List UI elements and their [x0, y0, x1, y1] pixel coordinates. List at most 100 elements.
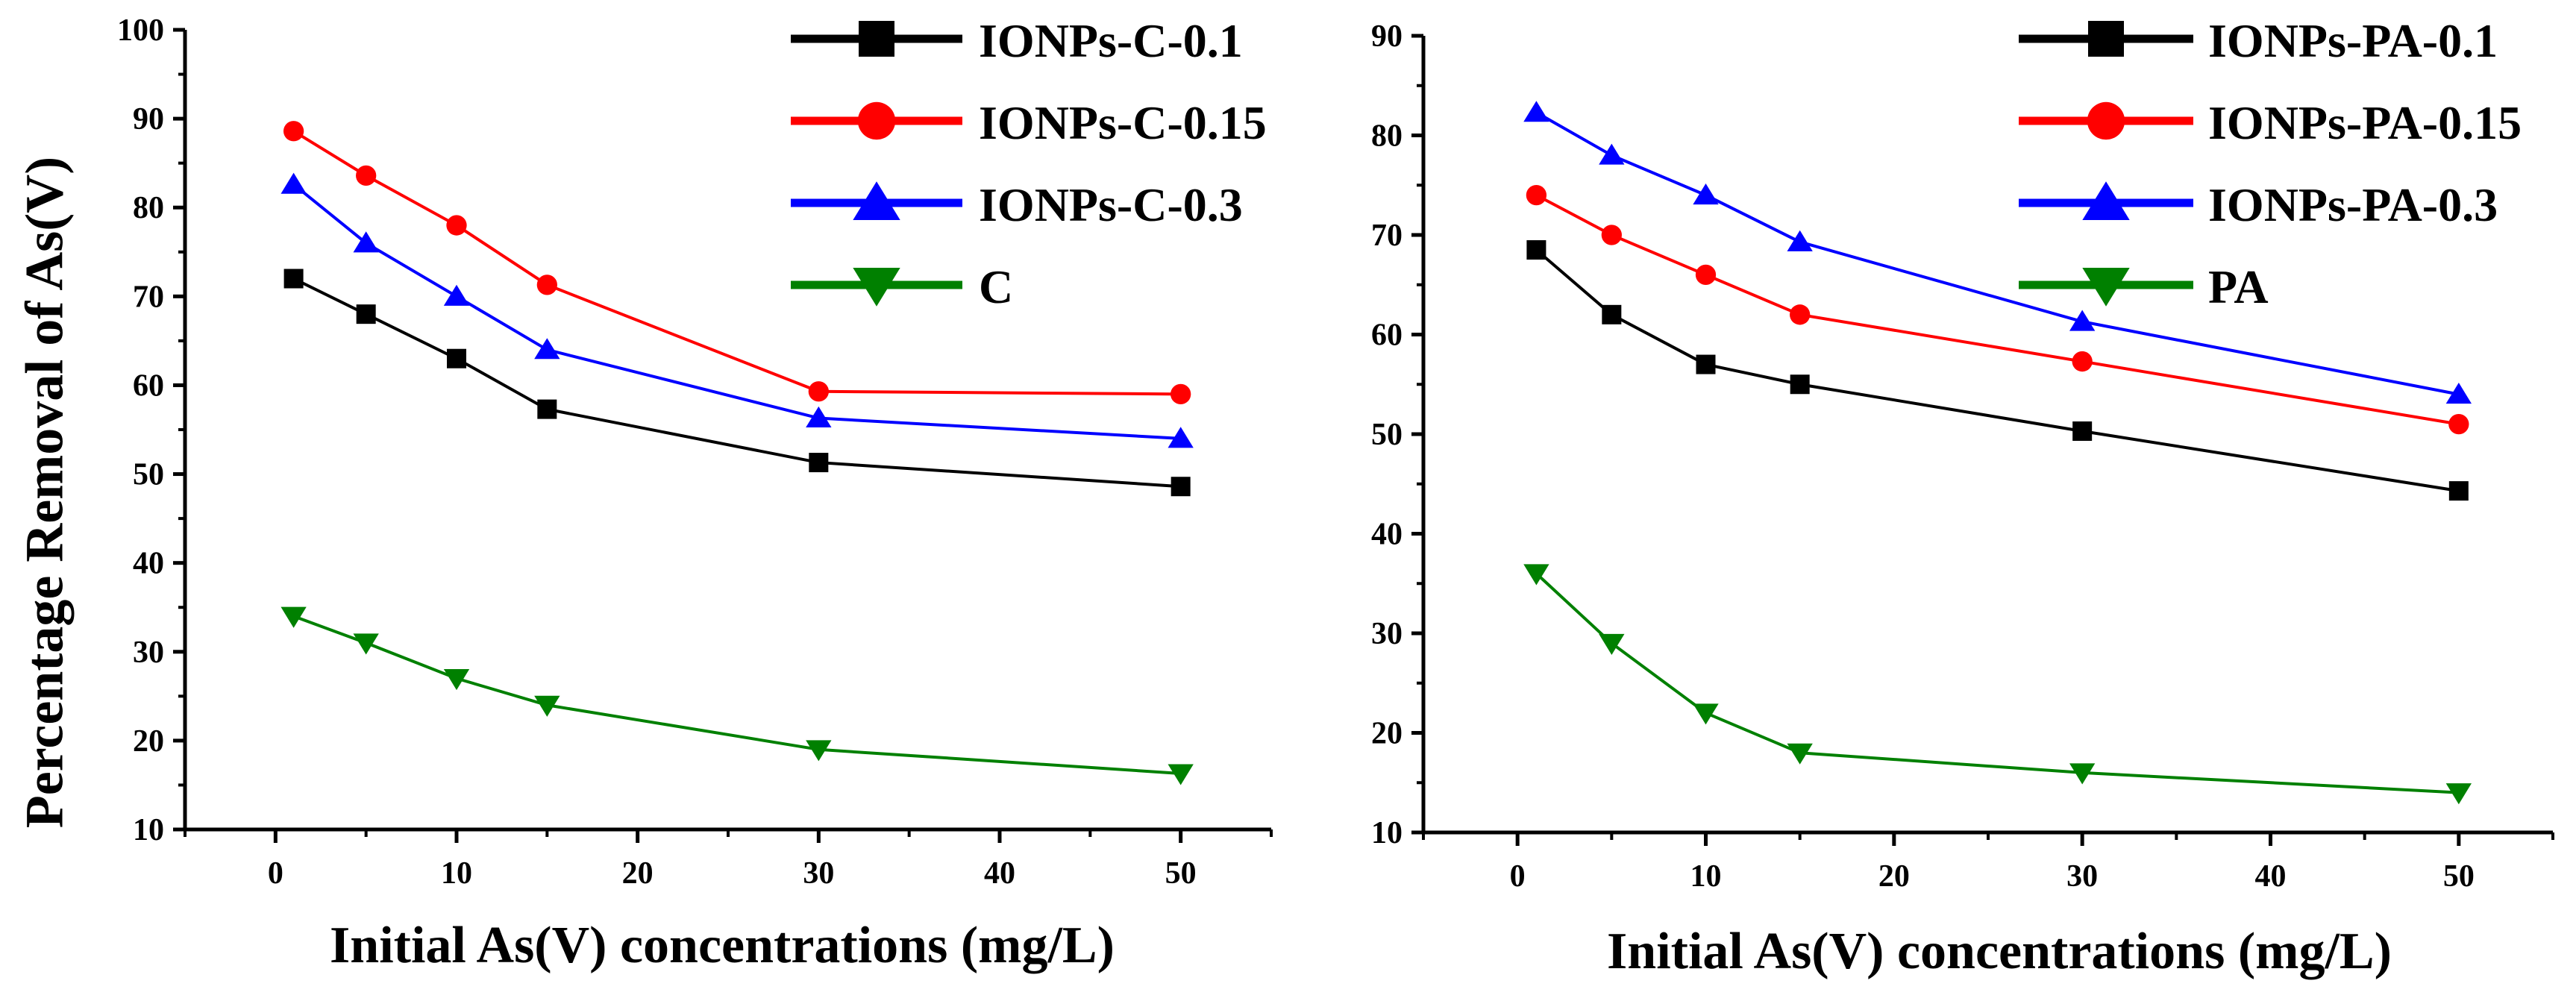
chart2-x-tick-label: 40	[2255, 859, 2287, 894]
chart1-point-IONPs-C-0.1	[283, 269, 304, 289]
chart2-y-tick-label: 50	[1371, 418, 1403, 452]
chart2-point-IONPs-PA-0.1	[1526, 240, 1546, 260]
chart1-point-IONPs-C-0.3	[281, 172, 307, 194]
chart2-y-tick-label: 10	[1371, 816, 1403, 850]
chart2-legend-marker-IONPs-PA-0.15	[2087, 101, 2125, 140]
chart2-legend-label: IONPs-PA-0.15	[2208, 96, 2522, 149]
chart1-point-IONPs-C-0.15	[446, 215, 467, 236]
chart2-point-IONPs-PA-0.15	[1695, 264, 1717, 286]
chart2-point-IONPs-PA-0.1	[2072, 421, 2093, 441]
chart2-series-line-IONPs-PA-0.3	[1535, 111, 2460, 396]
chart1-point-IONPs-C-0.1	[1171, 477, 1191, 497]
chart1-point-IONPs-C-0.15	[536, 275, 557, 295]
chart1-y-tick-label: 60	[133, 368, 164, 403]
chart2-point-IONPs-PA-0.3	[1523, 101, 1549, 122]
chart2-point-PA	[1523, 564, 1549, 586]
chart2-point-IONPs-PA-0.15	[1526, 184, 1547, 206]
chart1-x-tick-label: 40	[984, 856, 1015, 891]
chart2-point-IONPs-PA-0.3	[1599, 143, 1625, 165]
chart1-point-IONPs-C-0.1	[537, 399, 557, 419]
chart2-point-IONPs-PA-0.3	[2069, 310, 2096, 331]
chart2-point-IONPs-PA-0.1	[1790, 374, 1810, 395]
chart1-y-tick-label: 40	[133, 547, 164, 581]
chart2-y-tick-label: 90	[1371, 19, 1403, 54]
chart1-point-C	[353, 633, 379, 655]
chart1-legend-marker-C	[853, 267, 900, 307]
chart1-y-tick-label: 50	[133, 458, 164, 492]
chart1-point-IONPs-C-0.3	[353, 231, 379, 253]
chart1-legend-marker-IONPs-C-0.1	[859, 21, 894, 57]
chart1-series-line-C	[292, 615, 1181, 775]
chart2-legend-label: IONPs-PA-0.1	[2208, 14, 2498, 67]
chart2-y-tick-label: 70	[1371, 219, 1403, 253]
chart2-point-IONPs-PA-0.3	[1693, 183, 1719, 205]
chart2-point-PA	[2445, 783, 2472, 805]
chart2-x-tick-label: 30	[2066, 859, 2098, 894]
chart1-legend-marker-IONPs-C-0.15	[857, 101, 896, 140]
shared-y-axis-label: Percentage Removal of As(V)	[14, 156, 75, 829]
chart2-point-IONPs-PA-0.3	[1787, 230, 1813, 251]
chart1-y-tick-label: 10	[133, 813, 164, 847]
chart1-point-IONPs-C-0.15	[283, 121, 304, 142]
chart1-series-line-IONPs-C-0.3	[292, 183, 1181, 440]
chart1-point-IONPs-C-0.3	[534, 338, 560, 360]
chart2-legend-label: PA	[2208, 260, 2269, 313]
chart2-point-IONPs-PA-0.15	[2072, 351, 2093, 372]
chart1-point-IONPs-C-0.15	[356, 165, 377, 186]
chart1-x-tick-label: 30	[803, 856, 834, 891]
chart1-x-tick-label: 10	[441, 856, 472, 891]
chart1-legend-label: C	[979, 260, 1013, 313]
chart1-series-line-IONPs-C-0.1	[292, 277, 1181, 489]
chart2-series-line-IONPs-PA-0.1	[1535, 248, 2460, 493]
chart1-x-axis-label: Initial As(V) concentrations (mg/L)	[330, 917, 1115, 974]
chart1-legend-label: IONPs-C-0.3	[979, 178, 1243, 231]
chart2-series-line-PA	[1535, 572, 2459, 794]
chart2-legend-label: IONPs-PA-0.3	[2208, 178, 2498, 231]
chart2-point-PA	[1787, 743, 1813, 765]
chart1-point-IONPs-C-0.15	[1171, 383, 1191, 405]
chart1-legend-label: IONPs-C-0.1	[979, 14, 1243, 67]
chart2-point-IONPs-PA-0.1	[2448, 481, 2469, 501]
chart1-series-line-IONPs-C-0.15	[292, 130, 1181, 396]
chart2-point-IONPs-PA-0.3	[2445, 383, 2472, 404]
chart2-series-line-IONPs-PA-0.15	[1535, 193, 2460, 426]
chart1-y-tick-label: 80	[133, 191, 164, 225]
chart2-point-IONPs-PA-0.15	[2448, 414, 2469, 435]
chart2-legend-marker-IONPs-PA-0.1	[2088, 21, 2124, 57]
chart1-point-IONPs-C-0.3	[1168, 427, 1194, 448]
chart2-x-tick-label: 50	[2443, 859, 2475, 894]
chart2-point-PA	[1693, 703, 1719, 725]
chart2-x-axis-label: Initial As(V) concentrations (mg/L)	[1607, 923, 2392, 980]
chart1-point-C	[281, 606, 307, 628]
chart2-point-IONPs-PA-0.1	[1696, 354, 1716, 374]
chart1-y-tick-label: 20	[133, 724, 164, 759]
chart2-point-PA	[1599, 633, 1625, 655]
chart1-point-C	[443, 669, 470, 691]
chart1-x-tick-label: 0	[268, 856, 283, 891]
chart1-y-tick-label: 100	[117, 13, 164, 48]
chart2-legend-marker-IONPs-PA-0.3	[2082, 181, 2130, 221]
chart1-point-IONPs-C-0.3	[806, 406, 832, 427]
chart2-y-tick-label: 40	[1371, 518, 1403, 552]
chart2-point-IONPs-PA-0.15	[1601, 225, 1622, 245]
chart1-point-IONPs-C-0.1	[447, 348, 466, 368]
chart2-y-tick-label: 20	[1371, 717, 1403, 751]
chart1-y-tick-label: 30	[133, 636, 164, 670]
chart2-x-tick-label: 10	[1690, 859, 1722, 894]
chart1-legend-marker-IONPs-C-0.3	[853, 181, 900, 221]
chart2-y-tick-label: 80	[1371, 119, 1403, 154]
chart1-point-IONPs-C-0.3	[443, 284, 470, 306]
chart1-point-IONPs-C-0.1	[356, 304, 376, 324]
chart1-point-C	[806, 740, 832, 762]
chart2-x-tick-label: 20	[1878, 859, 1910, 894]
chart1-legend-label: IONPs-C-0.15	[979, 96, 1267, 149]
chart1-point-C	[534, 695, 560, 717]
chart1-x-tick-label: 20	[622, 856, 654, 891]
chart2-point-PA	[2069, 763, 2096, 785]
chart1-point-IONPs-C-0.15	[808, 381, 829, 402]
chart2-point-IONPs-PA-0.15	[1790, 304, 1811, 325]
chart1-y-tick-label: 90	[133, 102, 164, 137]
chart2-y-tick-label: 30	[1371, 617, 1403, 651]
